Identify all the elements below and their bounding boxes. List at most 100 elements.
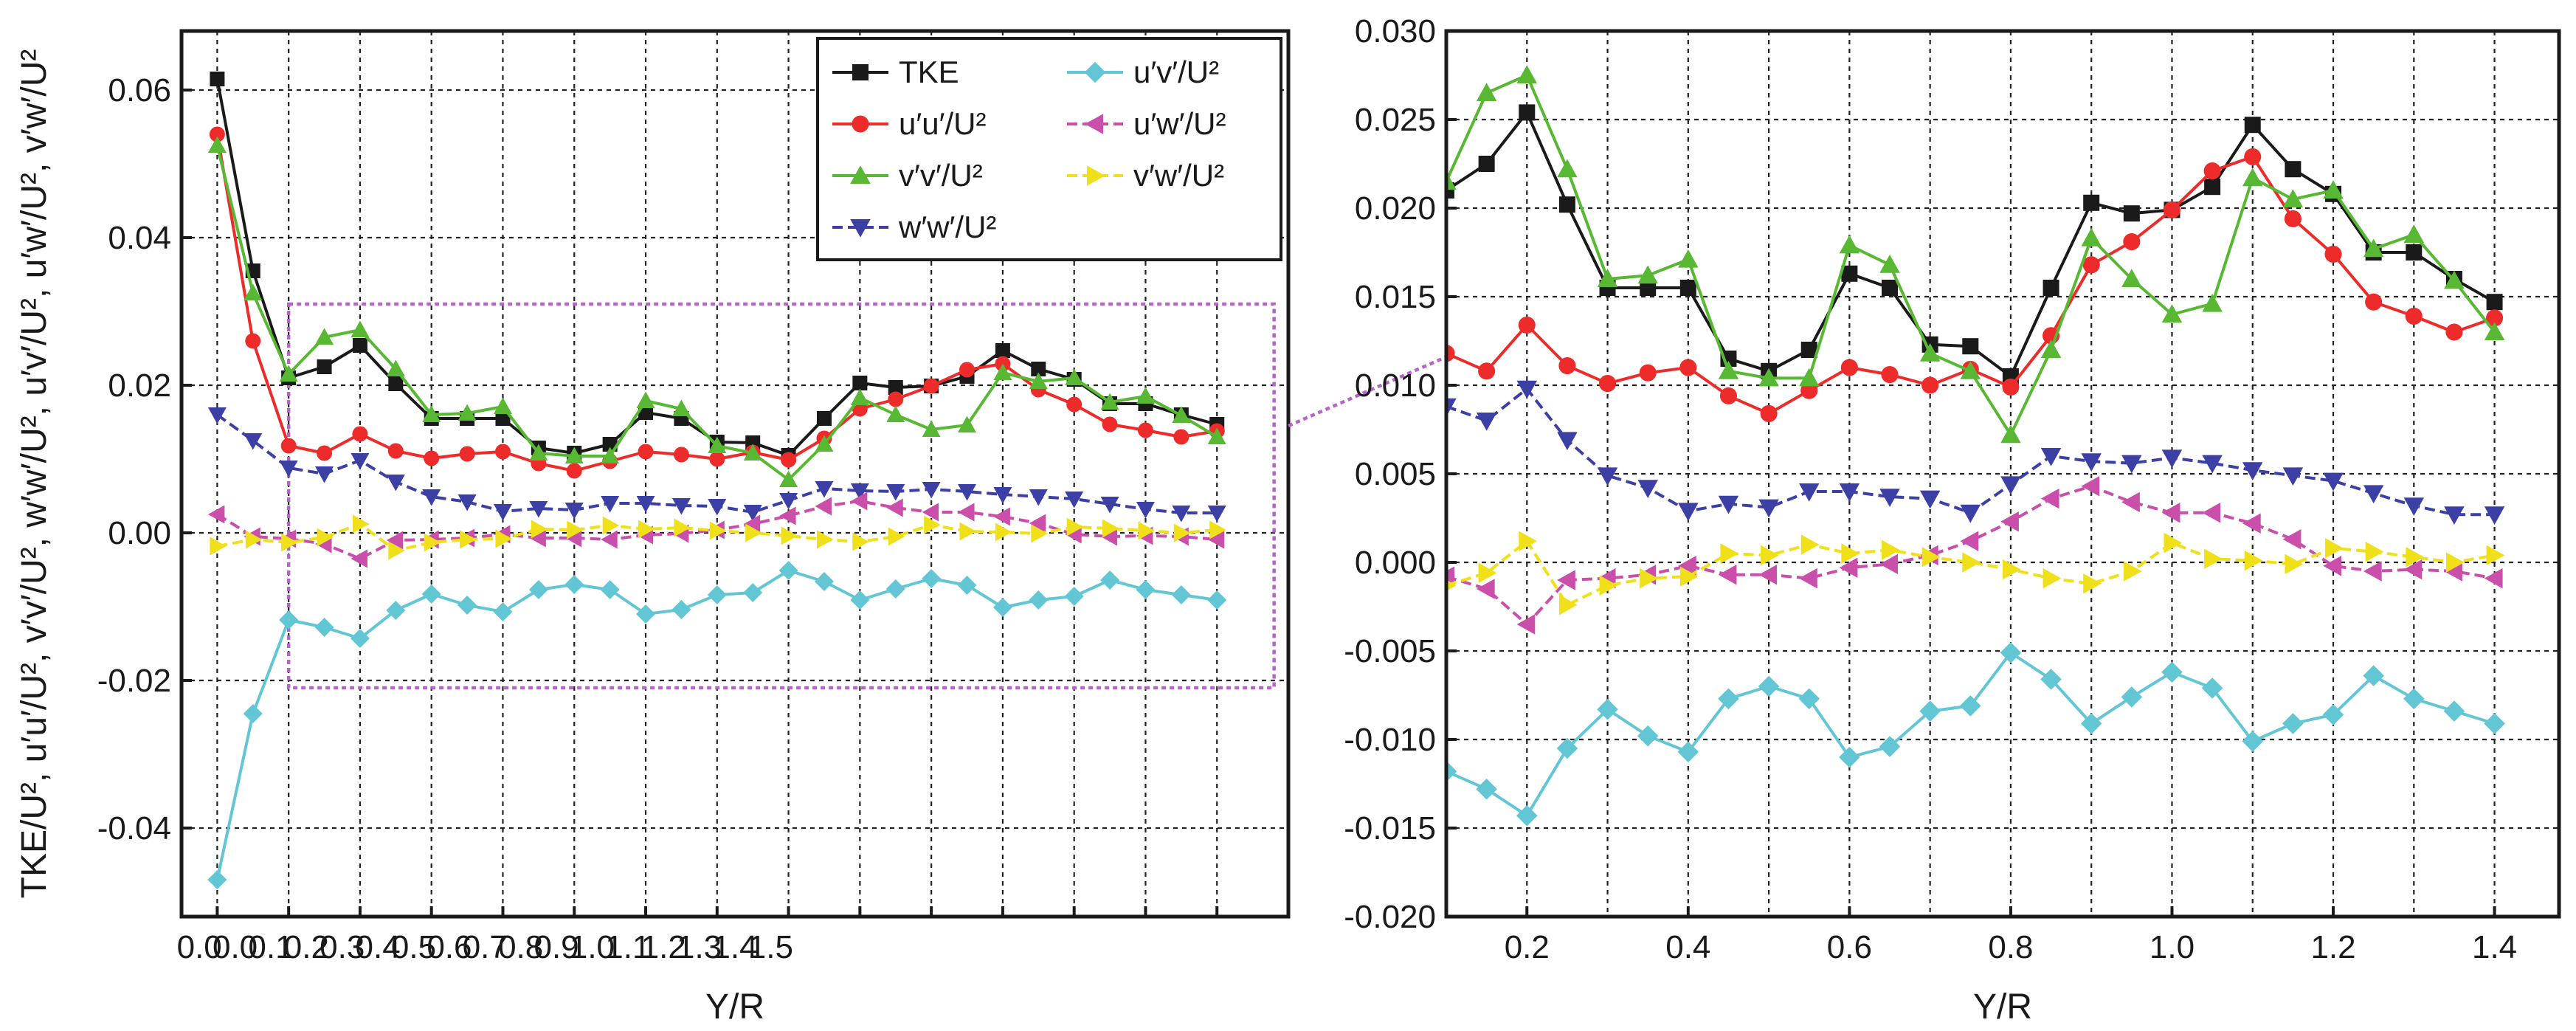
right-point xyxy=(1516,65,1538,83)
right-point xyxy=(2365,541,2384,562)
right-point xyxy=(1557,159,1578,178)
left-point xyxy=(1029,489,1048,506)
right-point xyxy=(1476,778,1497,800)
left-point xyxy=(1138,521,1155,540)
right-point xyxy=(1841,265,1858,282)
left-point xyxy=(279,365,298,382)
right-point xyxy=(2000,476,2021,495)
right-point xyxy=(2203,162,2221,180)
left-point xyxy=(531,520,548,539)
left-point xyxy=(210,537,227,556)
right-point xyxy=(2201,677,2223,699)
right-point xyxy=(2000,642,2022,663)
left-point xyxy=(1136,580,1156,599)
right-point xyxy=(2123,205,2140,222)
right-point xyxy=(2121,492,2140,513)
left-point xyxy=(886,498,903,517)
left-point xyxy=(601,446,620,463)
left-series-diamond xyxy=(207,561,1227,889)
right-point xyxy=(1640,568,1658,589)
right-x-tick-label: 1.2 xyxy=(2310,929,2355,965)
right-point xyxy=(2123,233,2141,251)
legend-marker-diamond xyxy=(1084,61,1106,83)
left-point xyxy=(778,561,798,580)
right-point xyxy=(1761,545,1779,566)
left-point xyxy=(993,507,1010,526)
right-chart-panel: -0.020 -0.015 -0.010 -0.005 0.000 0.005 0.010 0… xyxy=(1344,13,2561,1027)
right-point xyxy=(2363,561,2382,582)
left-point xyxy=(315,328,334,345)
legend: TKE u′u′/U² v′v′/U² w′w′/U² u′v′/U² u′w′… xyxy=(816,37,1282,261)
left-point xyxy=(885,579,905,599)
right-point xyxy=(2161,304,2183,323)
left-chart-panel: -0.04-0.020.000.020.040.060.00.00.10.20.… xyxy=(15,29,1291,1027)
right-point xyxy=(1519,531,1538,551)
right-point xyxy=(1719,387,1738,404)
right-point xyxy=(1640,280,1657,296)
right-point xyxy=(1637,265,1658,284)
right-series-layer xyxy=(1446,65,2505,827)
right-point xyxy=(1478,156,1495,172)
right-point xyxy=(1882,539,1900,560)
left-x-tick-label: 1.0 xyxy=(570,929,615,965)
right-point xyxy=(1758,675,1780,697)
left-point xyxy=(244,433,263,450)
right-point xyxy=(2363,238,2384,258)
left-point xyxy=(387,443,404,459)
left-point xyxy=(745,523,762,542)
left-y-tick-label: -0.02 xyxy=(97,663,171,699)
right-point xyxy=(1798,483,1820,502)
right-point xyxy=(1556,737,1578,759)
right-point xyxy=(2323,472,2344,492)
left-point xyxy=(781,452,797,468)
left-x-tick-label: 0.8 xyxy=(498,929,543,965)
left-point xyxy=(279,461,298,477)
right-point xyxy=(2322,704,2344,725)
right-point xyxy=(2323,556,2342,576)
left-point xyxy=(993,487,1012,504)
left-point xyxy=(424,450,440,466)
right-point xyxy=(2244,550,2263,571)
right-point xyxy=(1446,182,1454,199)
left-point xyxy=(888,391,904,407)
right-x-tick-label: 0.4 xyxy=(1665,929,1710,965)
right-point xyxy=(1557,570,1575,590)
right-y-tick-label: -0.005 xyxy=(1344,633,1436,669)
right-point xyxy=(1446,579,1457,591)
right-point xyxy=(2161,503,2180,523)
right-point xyxy=(2325,538,2344,559)
left-point xyxy=(852,532,869,551)
left-point xyxy=(1066,396,1082,413)
right-point xyxy=(2282,529,2302,550)
left-point xyxy=(245,530,263,549)
right-point xyxy=(2323,180,2344,199)
left-point xyxy=(386,475,405,492)
right-point xyxy=(1798,368,1820,387)
left-point xyxy=(566,463,582,479)
left-point xyxy=(922,569,942,588)
left-point xyxy=(958,503,975,522)
left-point xyxy=(1029,372,1048,389)
left-point xyxy=(992,598,1012,617)
right-point xyxy=(2000,424,2021,444)
left-point xyxy=(207,870,227,889)
right-point xyxy=(2486,545,2505,566)
right-point xyxy=(2486,294,2503,311)
right-series-triangle-left xyxy=(1446,476,2503,635)
right-point xyxy=(1558,594,1578,616)
left-point xyxy=(386,531,404,550)
left-point xyxy=(601,496,620,513)
left-point xyxy=(852,376,868,390)
left-series-layer xyxy=(207,72,1227,889)
right-point xyxy=(2202,503,2221,523)
right-point xyxy=(2403,497,2425,516)
left-point xyxy=(1207,427,1226,444)
left-point xyxy=(351,549,367,568)
left-point xyxy=(1207,506,1226,523)
right-point xyxy=(2202,455,2223,474)
right-point xyxy=(1798,688,1820,710)
legend-marker-square xyxy=(852,64,869,80)
right-point xyxy=(2282,189,2304,207)
left-point xyxy=(1100,527,1118,546)
right-point xyxy=(2285,554,2304,575)
